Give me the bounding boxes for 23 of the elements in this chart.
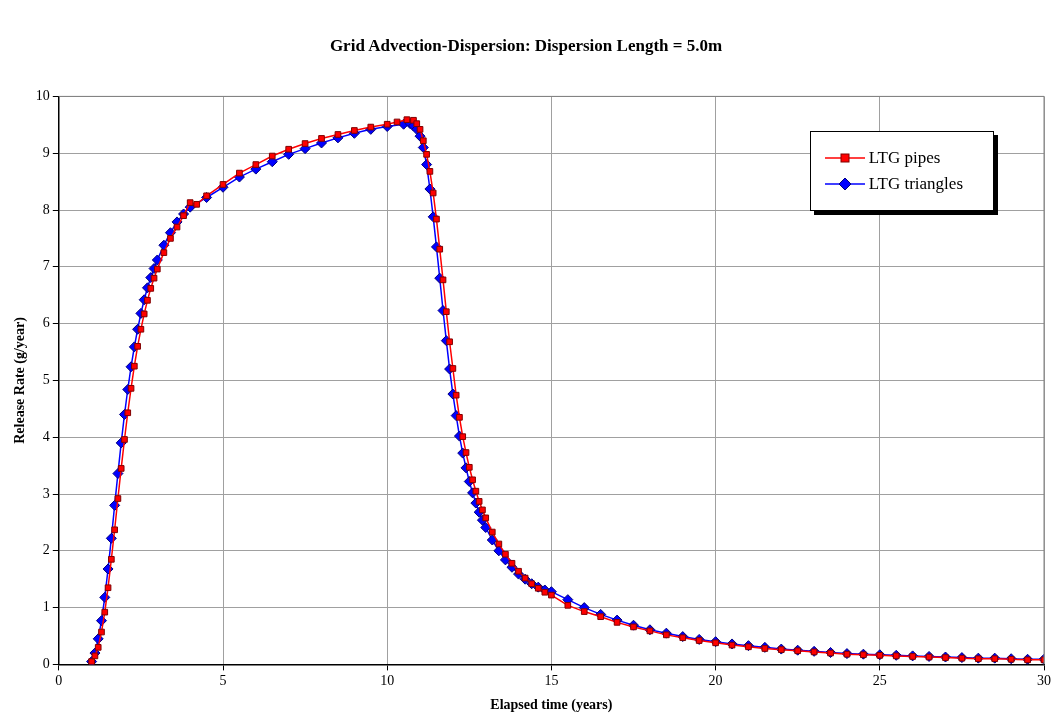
- y-tick-label: 0: [42, 656, 50, 672]
- x-tick-label: 10: [380, 673, 395, 689]
- y-tick-label: 6: [42, 315, 50, 331]
- x-tick-label: 15: [544, 673, 559, 689]
- legend-label: LTG pipes: [868, 148, 941, 169]
- y-tick-label: 5: [42, 372, 50, 388]
- x-tick-label: 0: [55, 673, 63, 689]
- chart-title: Grid Advection-Dispersion: Dispersion Length = 5.0m: [329, 35, 723, 55]
- y-tick-label: 9: [42, 144, 50, 160]
- x-tick-label: 25: [872, 673, 887, 689]
- y-axis-title: Release Rate (g/year): [12, 316, 29, 444]
- x-tick-label: 5: [219, 673, 227, 689]
- x-tick-label: 30: [1037, 673, 1051, 689]
- y-tick-label: 8: [42, 201, 50, 217]
- y-tick-label: 1: [42, 599, 50, 615]
- y-tick-label: 3: [42, 485, 50, 501]
- y-tick-label: 7: [42, 258, 50, 274]
- x-axis-title: Elapsed time (years): [490, 697, 613, 714]
- y-tick-label: 2: [42, 542, 50, 558]
- legend-label: LTG triangles: [868, 174, 963, 195]
- x-tick-label: 20: [708, 673, 723, 689]
- y-tick-label: 4: [42, 428, 50, 444]
- y-tick-label: 10: [35, 88, 50, 104]
